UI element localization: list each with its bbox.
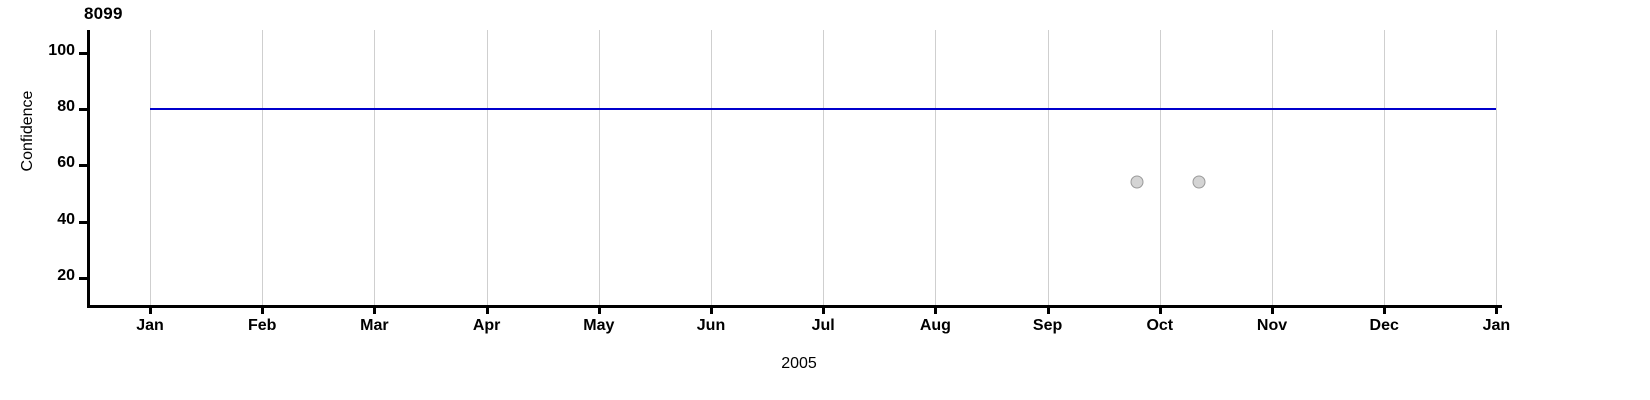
x-tick-apr-3 [485, 305, 489, 314]
gridline-jun-5 [711, 30, 712, 305]
x-tick-label-apr-3: Apr [472, 317, 501, 334]
y-tick-label-100: 100 [48, 41, 75, 59]
gridline-jan-0 [150, 30, 151, 305]
x-tick-jun-5 [710, 305, 713, 314]
x-tick-label-aug-7: Aug [919, 317, 951, 334]
chart-title: 8099 [84, 4, 123, 23]
y-tick-80 [79, 107, 87, 111]
x-tick-label-dec-11: Dec [1369, 317, 1399, 334]
y-tick-40 [79, 220, 87, 224]
gridline-aug-7 [935, 30, 937, 305]
gridline-dec-11 [1384, 30, 1386, 305]
threshold-line [150, 107, 1497, 110]
x-tick-label-jun-5: Jun [696, 317, 726, 334]
x-tick-dec-11 [1383, 305, 1387, 314]
x-tick-label-nov-10: Nov [1256, 317, 1288, 334]
x-tick-label-jan-12: Jan [1482, 317, 1511, 334]
gridline-apr-3 [486, 30, 488, 305]
x-tick-may-4 [597, 305, 601, 314]
y-tick-100 [79, 51, 87, 55]
x-axis-title: 2005 [781, 355, 817, 372]
data-point[interactable] [1192, 175, 1206, 189]
x-tick-nov-10 [1271, 305, 1274, 314]
gridline-jul-6 [823, 30, 825, 305]
y-tick-label-60: 60 [57, 154, 75, 172]
gridline-may-4 [598, 30, 600, 305]
x-tick-jul-6 [822, 305, 826, 314]
x-tick-sep-8 [1046, 305, 1050, 314]
x-tick-label-may-4: May [583, 317, 615, 334]
gridline-jan-12 [1496, 30, 1498, 305]
x-tick-label-feb-1: Feb [247, 317, 277, 334]
x-tick-label-oct-9: Oct [1146, 317, 1174, 334]
data-point[interactable] [1130, 175, 1144, 189]
y-tick-label-20: 20 [57, 266, 75, 284]
y-axis-line [87, 30, 90, 307]
x-tick-oct-9 [1158, 305, 1162, 314]
y-axis-title: Confidence [19, 90, 36, 172]
x-tick-aug-7 [934, 305, 938, 314]
x-tick-mar-2 [373, 305, 377, 314]
gridline-feb-1 [262, 30, 264, 305]
x-tick-feb-1 [261, 305, 265, 314]
x-axis-line [87, 305, 1502, 308]
x-tick-jan-12 [1495, 305, 1499, 314]
x-tick-jan-0 [149, 305, 152, 314]
y-tick-60 [79, 164, 87, 168]
y-tick-label-80: 80 [57, 97, 75, 115]
x-tick-label-jul-6: Jul [811, 317, 835, 334]
gridline-nov-10 [1272, 30, 1273, 305]
gridline-mar-2 [374, 30, 376, 305]
x-tick-label-sep-8: Sep [1032, 317, 1063, 334]
x-tick-label-mar-2: Mar [360, 317, 389, 334]
gridline-oct-9 [1159, 30, 1161, 305]
gridline-sep-8 [1047, 30, 1049, 305]
x-tick-label-jan-0: Jan [136, 317, 164, 334]
y-tick-20 [79, 276, 87, 280]
y-tick-label-40: 40 [57, 210, 75, 228]
